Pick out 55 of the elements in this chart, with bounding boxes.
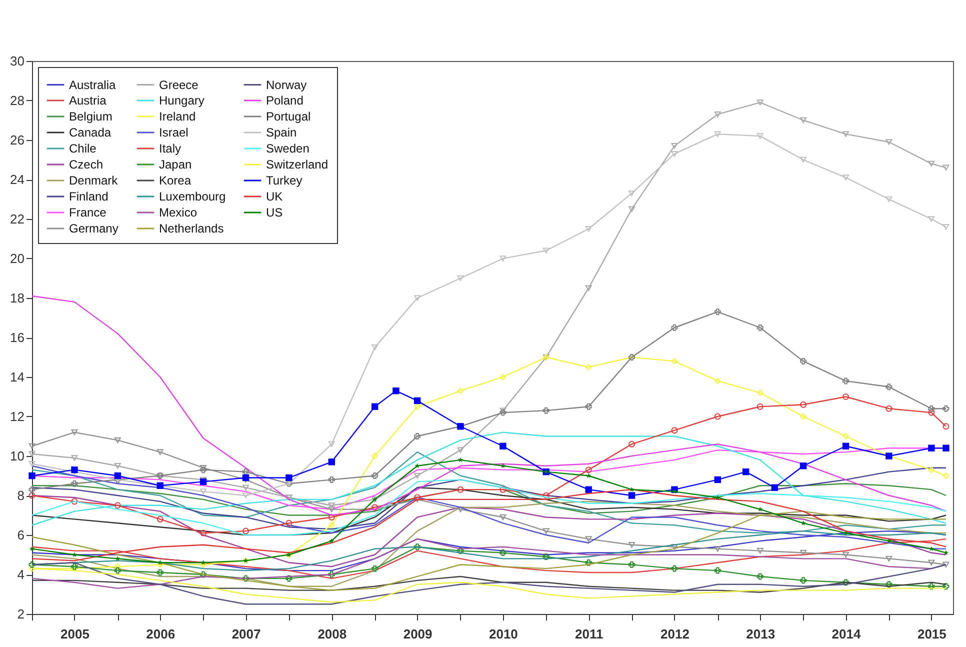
legend-label: Japan	[159, 158, 192, 172]
legend-label: Switzerland	[266, 158, 328, 172]
x-tick-label: 2005	[60, 626, 90, 642]
legend-label: Luxembourg	[159, 190, 226, 204]
legend-label: Czech	[69, 158, 104, 172]
legend-label: Turkey	[266, 174, 302, 188]
legend-label: Spain	[266, 126, 297, 140]
y-tick-label: 16	[10, 330, 24, 345]
y-tick-label: 28	[10, 93, 24, 108]
x-tick-label: 2010	[488, 626, 518, 642]
x-tick-label: 2014	[832, 626, 862, 642]
legend-label: Chile	[69, 142, 97, 156]
legend-label: Italy	[159, 142, 182, 156]
y-tick-label: 4	[17, 567, 24, 582]
legend-label: Ireland	[159, 110, 196, 124]
y-tick-label: 14	[10, 370, 24, 384]
x-tick-label: 2008	[318, 626, 347, 642]
legend-label: France	[69, 206, 107, 220]
x-tick-label: 2012	[660, 626, 690, 642]
y-tick-label: 10	[10, 448, 24, 464]
legend-label: Canada	[69, 126, 112, 140]
legend-label: Austria	[69, 94, 107, 108]
legend-label: Portugal	[266, 110, 311, 124]
legend-label: Denmark	[69, 174, 119, 188]
legend-label: US	[266, 206, 283, 220]
y-tick-label: 20	[10, 251, 24, 266]
legend-label: Netherlands	[159, 222, 224, 236]
y-tick-label: 22	[10, 212, 24, 226]
legend-label: Greece	[159, 78, 199, 92]
y-tick-label: 24	[10, 172, 24, 187]
legend-label: Mexico	[159, 206, 198, 220]
legend-label: Belgium	[69, 110, 112, 124]
x-tick-label: 2011	[574, 626, 604, 642]
y-tick-label: 12	[10, 409, 24, 424]
legend-label: Sweden	[266, 142, 310, 156]
legend-label: UK	[266, 190, 283, 204]
legend-label: Germany	[69, 222, 118, 236]
y-tick-label: 30	[10, 54, 24, 68]
y-tick-label: 2	[17, 606, 24, 622]
y-tick-label: 6	[17, 528, 24, 542]
legend-label: Poland	[266, 94, 304, 108]
x-tick-label: 2009	[403, 626, 432, 642]
x-tick-label: 2006	[146, 626, 176, 642]
y-tick-label: 8	[17, 488, 24, 503]
y-tick-label: 18	[10, 290, 24, 306]
legend-label: Hungary	[159, 94, 204, 108]
legend-label: Korea	[159, 174, 192, 188]
x-tick-label: 2013	[746, 626, 776, 642]
legend-label: Israel	[159, 126, 188, 140]
legend-label: Finland	[69, 190, 108, 204]
y-tick-label: 26	[10, 132, 24, 148]
legend-label: Australia	[69, 78, 116, 92]
x-tick-label: 2015	[917, 626, 946, 642]
legend-label: Norway	[266, 78, 307, 92]
x-tick-label: 2007	[232, 626, 261, 642]
